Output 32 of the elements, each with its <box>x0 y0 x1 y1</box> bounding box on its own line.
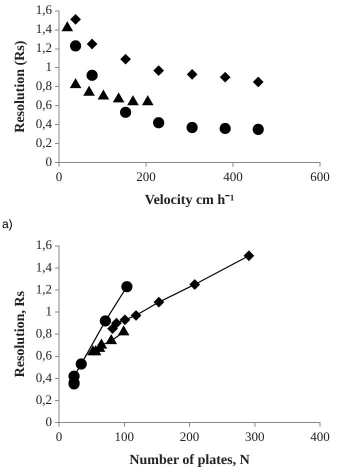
y-axis-title: Resolution (Rs) <box>13 40 28 133</box>
y-tick-label: 0,8 <box>36 326 52 341</box>
x-tick-label: 200 <box>180 428 200 444</box>
x-tick-label: 100 <box>114 428 134 444</box>
y-tick-label: 1 <box>46 59 52 74</box>
x-axis-title: Velocity cm h⁻¹ <box>144 193 234 208</box>
y-tick-label: 1,4 <box>36 21 53 36</box>
y-tick-label: 0,4 <box>36 370 53 385</box>
y-tick-label: 0,6 <box>36 97 53 112</box>
y-tick-label: 1,6 <box>36 2 53 18</box>
x-tick-label: 0 <box>56 168 62 184</box>
x-tick-label: 200 <box>136 168 156 184</box>
y-tick-label: 0,8 <box>36 78 52 94</box>
x-tick-label: 300 <box>245 428 265 444</box>
y-tick-label: 0,4 <box>36 116 53 132</box>
y-tick-label: 0,2 <box>36 135 52 150</box>
x-tick-label: 600 <box>310 168 330 184</box>
y-tick-label: 0,6 <box>36 348 53 363</box>
x-tick-label: 400 <box>223 168 243 184</box>
x-tick-label: 0 <box>56 428 62 444</box>
y-tick-label: 1 <box>46 304 52 319</box>
y-tick-label: 1,6 <box>36 237 53 252</box>
y-tick-label: 0 <box>46 154 52 170</box>
y-tick-label: 1,2 <box>36 40 52 56</box>
y-tick-label: 0,2 <box>36 392 52 407</box>
y-tick-label: 1,2 <box>36 281 52 296</box>
y-tick-label: 0 <box>46 414 52 430</box>
text: a) <box>1 216 14 233</box>
x-tick-label: 400 <box>310 428 330 444</box>
y-tick-label: 1,4 <box>36 259 53 274</box>
y-axis-title: Resolution, Rs <box>13 290 28 378</box>
x-axis-title: Number of plates, N <box>129 453 250 468</box>
